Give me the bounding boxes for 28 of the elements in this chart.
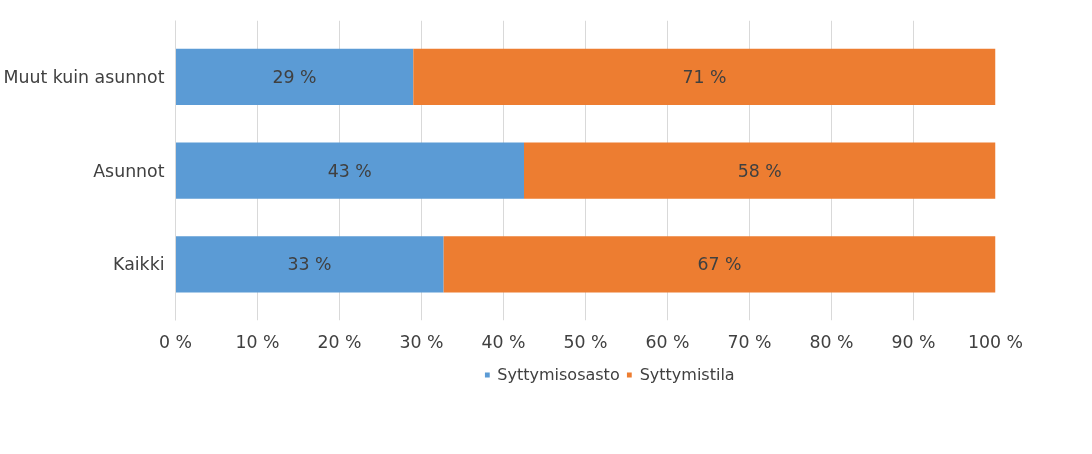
data-label: 58 % [737, 160, 782, 181]
data-label: 71 % [682, 66, 727, 87]
data-label: 67 % [697, 254, 742, 275]
x-tick-label: 10 % [235, 331, 280, 352]
bar [443, 236, 996, 293]
y-tick-label: Asunnot [93, 160, 165, 181]
data-label: 33 % [287, 254, 332, 275]
x-tick-label: 50 % [563, 331, 608, 352]
bar [524, 142, 996, 199]
x-tick-label: 0 % [159, 331, 192, 352]
legend-label: Syttymisosasto [497, 364, 620, 384]
x-tick-label: 60 % [645, 331, 690, 352]
legend-label: Syttymistila [639, 364, 735, 384]
x-tick-label: 80 % [809, 331, 854, 352]
bar [413, 48, 996, 105]
bar [175, 48, 414, 105]
data-label: 29 % [272, 66, 317, 87]
x-tick-label: 40 % [481, 331, 526, 352]
x-tick-label: 70 % [727, 331, 772, 352]
data-label: 43 % [327, 160, 372, 181]
x-tick-label: 100 % [967, 331, 1024, 352]
bar [175, 142, 524, 199]
x-tick-label: 90 % [891, 331, 936, 352]
x-tick-label: 20 % [317, 331, 362, 352]
bar [175, 236, 444, 293]
y-tick-label: Muut kuin asunnot [3, 66, 165, 87]
y-tick-label: Kaikki [113, 254, 165, 275]
x-tick-label: 30 % [399, 331, 444, 352]
